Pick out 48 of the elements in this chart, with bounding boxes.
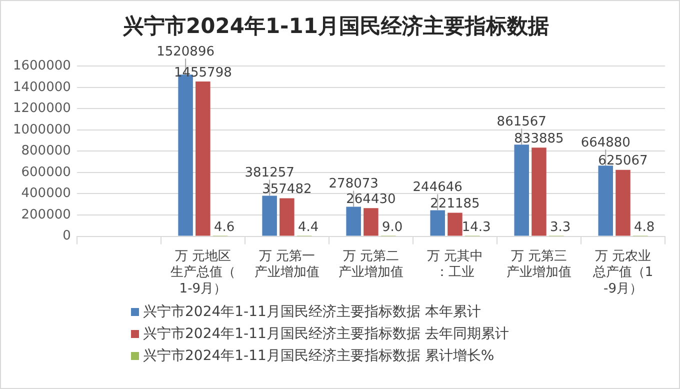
data-label: 264430 [346,192,396,208]
data-label: 833885 [514,132,564,146]
y-tick-label: 1600000 [12,58,71,74]
bar [262,196,277,236]
data-label: 664880 [580,135,630,150]
data-label: 4.4 [298,220,319,236]
y-tick-label: 0 [62,228,71,244]
bar [598,166,614,236]
x-tick-label: 万 元地区生产总值（1-9月） [170,248,236,296]
data-label: 381257 [244,166,294,181]
bar [532,148,546,236]
y-tick-label: 400000 [21,186,71,202]
x-tick-label: 万 元第三产业增加值 [506,248,572,280]
bar [616,170,630,236]
y-tick-label: 1400000 [12,80,71,95]
x-tick-label: 万 元第二产业增加值 [338,248,404,280]
bar [364,208,378,236]
data-label: 4.6 [214,220,235,236]
bar [514,144,529,236]
data-label: 9.0 [382,220,403,236]
bar [196,82,210,236]
y-tick-label: 600000 [21,164,71,180]
data-label: 244646 [412,180,462,196]
data-label: 4.8 [634,220,655,236]
legend-label: 兴宁市2024年1-11月国民经济主要指标数据 去年同期累计 [143,325,509,344]
bar [346,206,361,236]
data-label: 14.3 [462,220,491,236]
y-tick-label: 800000 [21,144,71,159]
data-label: 861567 [496,114,546,130]
x-tick-label: 万 元其中：工业 [426,248,484,280]
data-label: 1455798 [174,65,232,80]
data-label: 357482 [262,182,312,198]
y-tick-label: 200000 [21,207,71,222]
legend-label: 兴宁市2024年1-11月国民经济主要指标数据 累计增长% [143,347,494,366]
y-tick-label: 1200000 [12,101,71,116]
data-label: 221185 [430,196,480,212]
x-tick-label: 万 元第一产业增加值 [254,248,320,280]
x-tick-label: 万 元农业总产值（1-9月） [592,248,654,296]
data-label: 625067 [598,154,648,169]
data-label: 278073 [328,176,378,192]
y-tick-label: 1000000 [12,122,71,138]
bar [430,210,445,236]
data-label: 3.3 [550,220,571,236]
data-label: 1520896 [156,44,215,60]
bar [280,198,294,236]
legend-label: 兴宁市2024年1-11月国民经济主要指标数据 本年累计 [143,303,481,322]
chart-title: 兴宁市2024年1-11月国民经济主要指标数据 [122,14,549,38]
bar [448,212,462,236]
